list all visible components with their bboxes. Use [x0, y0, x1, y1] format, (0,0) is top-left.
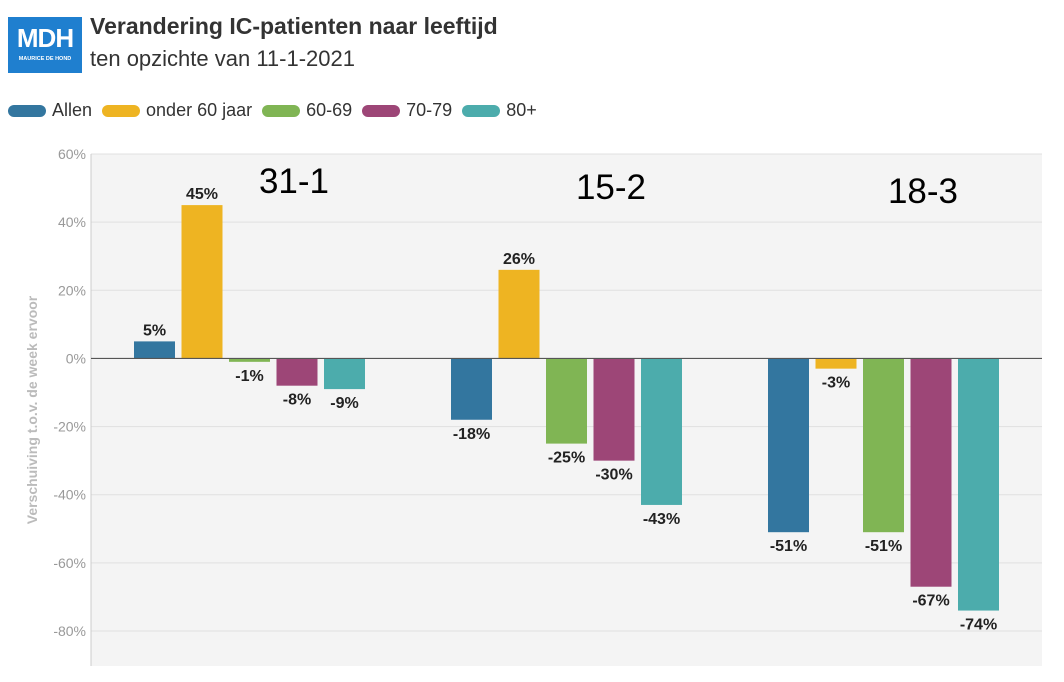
legend-swatch: [8, 104, 46, 117]
data-label: -18%: [453, 426, 490, 443]
bar-onder-60-jaar-31-1: [181, 205, 223, 359]
y-tick-label: 0%: [66, 350, 86, 366]
bar-onder-60-jaar-18-3: [815, 358, 857, 369]
legend-swatch: [362, 104, 401, 117]
bar-allen-15-2: [451, 358, 492, 420]
legend-label: Allen: [52, 100, 93, 120]
bar-60-69-15-2: [546, 358, 587, 444]
data-label: -51%: [865, 538, 902, 555]
legend-item-60-69: 60-69: [262, 100, 352, 121]
bar-70-79-18-3: [910, 358, 952, 587]
data-label: -43%: [643, 511, 680, 528]
bar-80-18-3: [958, 358, 999, 611]
legend-item-80: 80+: [462, 100, 537, 121]
bar-60-69-18-3: [863, 358, 904, 533]
legend-item-allen: Allen: [8, 100, 92, 121]
legend-swatch: [462, 104, 501, 117]
y-tick-label: -40%: [53, 487, 86, 503]
legend-swatch: [102, 104, 141, 117]
legend-swatch: [262, 104, 301, 117]
y-axis-title: Verschuiving t.o.v. de week ervoor: [24, 295, 40, 524]
bar-onder-60-jaar-15-2: [498, 269, 540, 359]
chart-subtitle: ten opzichte van 11-1-2021: [90, 46, 355, 71]
data-label: -8%: [283, 392, 311, 409]
legend-label: onder 60 jaar: [146, 100, 253, 120]
legend-label: 80+: [506, 100, 537, 120]
data-label: -67%: [912, 593, 949, 610]
data-label: -51%: [770, 538, 807, 555]
chart-title: Verandering IC-patienten naar leeftijd: [90, 13, 498, 39]
y-tick-label: 20%: [58, 282, 86, 298]
bar-allen-18-3: [768, 358, 809, 533]
bar-allen-31-1: [134, 341, 175, 359]
y-tick-label: -20%: [53, 419, 86, 435]
logo-subtext: MAURICE DE HOND: [18, 56, 72, 62]
legend: Allen onder 60 jaar 60-69 70-79 80+: [8, 100, 547, 121]
category-label-15-2: 15-2: [576, 168, 646, 207]
bar-60-69-31-1: [229, 358, 270, 362]
category-label-18-3: 18-3: [888, 172, 958, 211]
data-label: 45%: [186, 186, 218, 203]
bar-70-79-31-1: [276, 358, 318, 386]
data-label: -74%: [960, 617, 997, 634]
bar-80-15-2: [641, 358, 682, 505]
y-tick-label: 60%: [58, 146, 86, 162]
data-label: -1%: [235, 368, 263, 385]
legend-label: 70-79: [406, 100, 453, 120]
legend-item-70-79: 70-79: [362, 100, 452, 121]
legend-item-onder-60-jaar: onder 60 jaar: [102, 100, 252, 121]
logo-text: MDH: [16, 23, 74, 53]
data-label: -25%: [548, 450, 585, 467]
bar-70-79-15-2: [593, 358, 635, 461]
bar-80-31-1: [324, 358, 365, 390]
category-label-31-1: 31-1: [259, 162, 329, 201]
data-label: -30%: [595, 467, 632, 484]
data-label: 5%: [143, 322, 166, 339]
legend-label: 60-69: [306, 100, 353, 120]
data-label: -3%: [822, 375, 850, 392]
y-tick-label: -80%: [53, 623, 86, 639]
data-label: -9%: [330, 395, 358, 412]
y-tick-label: 40%: [58, 214, 86, 230]
data-label: 26%: [503, 251, 535, 268]
y-tick-label: -60%: [53, 555, 86, 571]
mdh-logo: MDH MAURICE DE HOND: [8, 17, 82, 73]
